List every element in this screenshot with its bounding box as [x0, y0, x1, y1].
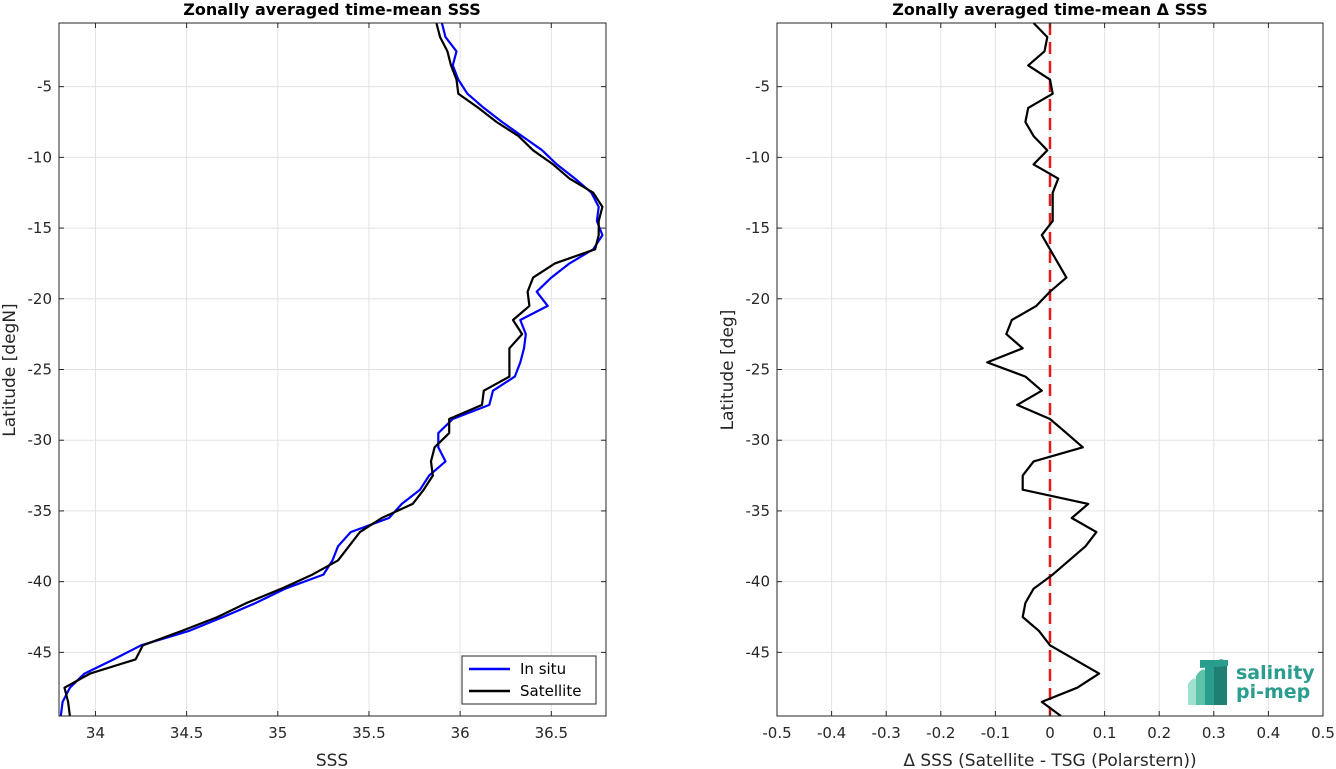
x-tick-label: -0.2: [926, 724, 955, 742]
left-chart-y-label: Latitude [degN]: [0, 303, 20, 436]
left-chart-title: Zonally averaged time-mean SSS: [183, 0, 481, 19]
y-tick-label: -45: [28, 643, 53, 661]
x-tick-label: 35: [268, 724, 287, 742]
y-tick-label: -15: [746, 219, 771, 237]
x-tick-label: -0.3: [872, 724, 901, 742]
right-chart-series: [986, 22, 1101, 717]
y-tick-label: -40: [28, 573, 53, 591]
x-tick-label: 34: [86, 724, 105, 742]
right-chart-x-label: Δ SSS (Satellite - TSG (Polarstern)): [903, 751, 1196, 769]
left-chart-legend: In situ Satellite: [461, 655, 597, 705]
x-tick-label: 0: [1045, 724, 1055, 742]
x-tick-label: -0.5: [762, 724, 791, 742]
left-chart-x-label: SSS: [316, 751, 348, 769]
y-tick-label: -5: [755, 78, 770, 96]
legend-in-situ-label: In situ: [520, 660, 566, 678]
x-tick-label: -0.4: [817, 724, 846, 742]
x-tick-label: 36: [451, 724, 470, 742]
left-chart-series: [59, 22, 604, 717]
series-line-in-situ: [59, 22, 604, 717]
right-chart-ticks: -0.5 -0.4 -0.3 -0.2 -0.1 0 0.1 0.2 0.3 0.4 0.5 -5 -1…: [746, 23, 1335, 742]
x-tick-label: 0.4: [1256, 724, 1280, 742]
x-tick-label: 0.5: [1311, 724, 1335, 742]
logo-line-2: pi-mep: [1236, 681, 1310, 703]
left-chart-ticks: 34 34.5 35 35.5 36 36.5 -5 -10 -15 -20 -25 -30 -35 -4…: [28, 23, 606, 742]
right-chart-panel: Zonally averaged time-mean Δ SSS -0.5 -0.…: [718, 0, 1335, 769]
left-chart-panel: Zonally averaged time-mean SSS 34 34.5 35 3…: [0, 0, 607, 769]
x-tick-label: 0.3: [1202, 724, 1226, 742]
y-tick-label: -35: [746, 502, 771, 520]
y-tick-label: -45: [746, 643, 771, 661]
logo-line-1: salinity: [1236, 662, 1315, 684]
y-tick-label: -30: [746, 431, 771, 449]
right-chart-y-label: Latitude [deg]: [718, 310, 738, 431]
y-tick-label: -20: [28, 290, 53, 308]
legend-box: [461, 655, 597, 705]
y-tick-label: -25: [746, 361, 771, 379]
series-line-delta-sss: [986, 22, 1101, 717]
x-tick-label: 0.2: [1147, 724, 1171, 742]
y-tick-label: -25: [28, 361, 53, 379]
legend-satellite-label: Satellite: [520, 682, 581, 700]
y-tick-label: -10: [746, 148, 771, 166]
right-chart-title: Zonally averaged time-mean Δ SSS: [892, 0, 1208, 19]
y-tick-label: -5: [37, 78, 52, 96]
x-tick-label: -0.1: [981, 724, 1010, 742]
x-tick-label: 34.5: [170, 724, 203, 742]
y-tick-label: -40: [746, 573, 771, 591]
salinity-pi-mep-logo: salinity pi-mep: [1188, 659, 1315, 705]
y-tick-label: -35: [28, 502, 53, 520]
x-tick-label: 0.1: [1093, 724, 1117, 742]
x-tick-label: 36.5: [535, 724, 568, 742]
logo-waves-icon: [1188, 659, 1228, 705]
y-tick-label: -15: [28, 219, 53, 237]
series-line-satellite: [63, 22, 604, 717]
x-tick-label: 35.5: [352, 724, 385, 742]
y-tick-label: -10: [28, 148, 53, 166]
y-tick-label: -20: [746, 290, 771, 308]
left-chart-grid: [59, 23, 606, 716]
y-tick-label: -30: [28, 431, 53, 449]
